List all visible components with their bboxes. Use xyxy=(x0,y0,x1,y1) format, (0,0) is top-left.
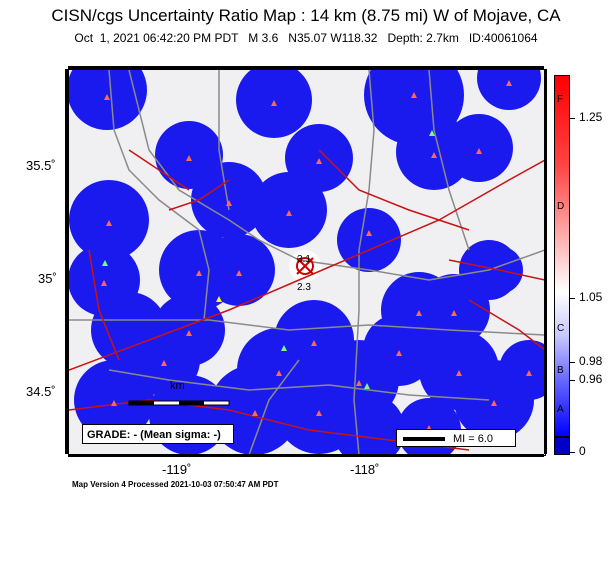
colorbar-value: 1.25 xyxy=(579,110,603,124)
grade-letter: A xyxy=(557,404,564,415)
colorbar-tick xyxy=(569,362,575,363)
x-tick-label: -118˚ xyxy=(350,462,380,477)
colorbar xyxy=(554,75,570,437)
frame-top-ticks xyxy=(68,66,544,69)
grade-letter: B xyxy=(557,365,564,376)
y-tick-label: 35.5˚ xyxy=(26,158,56,173)
grade-letter: F xyxy=(557,94,564,105)
grade-letter: D xyxy=(557,201,565,212)
station-yellow xyxy=(216,296,222,302)
colorbar-value: 0.98 xyxy=(579,354,603,368)
y-tick-label: 35˚ xyxy=(38,271,57,286)
map-svg: 3.1 2.3 xyxy=(69,70,545,455)
colorbar-tick xyxy=(569,380,575,381)
epicenter-marker xyxy=(296,257,314,275)
colorbar-value: 1.05 xyxy=(579,290,603,304)
colorbar-value: 0.96 xyxy=(579,372,603,386)
colorbar-base xyxy=(554,437,570,455)
frame-left-ticks xyxy=(65,69,68,454)
map-subtitle: Oct 1, 2021 06:42:20 PM PDT M 3.6 N35.07… xyxy=(74,31,538,45)
mi-legend: MI = 6.0 xyxy=(396,429,516,447)
grade-letter: C xyxy=(557,323,565,334)
epicenter-label-a: 3.1 xyxy=(297,254,311,265)
colorbar-tick xyxy=(569,118,575,119)
grade-box: GRADE: - (Mean sigma: -) xyxy=(82,424,234,444)
colorbar-tick xyxy=(569,452,575,453)
stations-green xyxy=(102,130,435,389)
roads xyxy=(69,70,545,455)
colorbar-tick xyxy=(569,298,575,299)
x-tick-label: -119˚ xyxy=(162,462,192,477)
mi-label: MI = 6.0 xyxy=(453,433,494,445)
epicenter-label-b: 2.3 xyxy=(297,282,311,293)
y-tick-label: 34.5˚ xyxy=(26,384,56,399)
colorbar-value: 0 xyxy=(579,444,586,458)
distance-scale xyxy=(128,400,230,406)
scale-km-label: km xyxy=(170,380,185,392)
frame-bottom-ticks xyxy=(68,454,544,457)
frame-right-ticks xyxy=(544,69,547,454)
map-footer: Map Version 4 Processed 2021-10-03 07:50… xyxy=(72,480,279,489)
map-title: CISN/cgs Uncertainty Ratio Map : 14 km (… xyxy=(51,6,561,25)
mi-bar xyxy=(403,437,445,441)
map-area: 3.1 2.3 xyxy=(68,69,546,456)
stations xyxy=(101,80,532,431)
